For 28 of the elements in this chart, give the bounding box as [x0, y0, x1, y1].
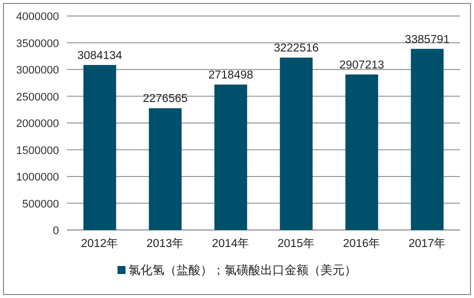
- bar: [83, 65, 116, 230]
- bar: [410, 48, 444, 230]
- y-tick-label: 1000000: [16, 172, 59, 184]
- y-tick-label: 500000: [22, 198, 59, 210]
- legend-label: 氯化氢（盐酸）；氯磺酸出口金额（美元）: [128, 263, 356, 277]
- x-tick-label: 2017年: [408, 237, 446, 250]
- data-label: 3084134: [77, 50, 123, 62]
- bar: [148, 108, 182, 230]
- data-label: 2907213: [339, 59, 384, 72]
- y-tick-label: 1500000: [16, 144, 59, 157]
- data-label: 2276565: [142, 93, 188, 106]
- bar: [345, 74, 378, 230]
- y-tick-label: 4000000: [16, 11, 59, 23]
- x-tick-label: 2015年: [277, 237, 316, 250]
- y-tick-label: 3000000: [16, 64, 59, 76]
- x-tick-label: 2013年: [146, 237, 184, 250]
- data-label: 2718498: [208, 70, 254, 82]
- x-tick-label: 2012年: [80, 237, 119, 250]
- bar: [214, 84, 248, 230]
- x-tick-label: 2014年: [212, 237, 250, 250]
- y-tick-label: 2500000: [16, 91, 59, 104]
- bar: [280, 58, 313, 230]
- y-tick-label: 3500000: [16, 38, 59, 50]
- y-tick-label: 0: [52, 225, 59, 237]
- data-label: 3222516: [274, 42, 319, 55]
- data-label: 3385791: [404, 34, 450, 46]
- x-tick-label: 2016年: [342, 237, 381, 250]
- y-tick-label: 2000000: [16, 118, 59, 130]
